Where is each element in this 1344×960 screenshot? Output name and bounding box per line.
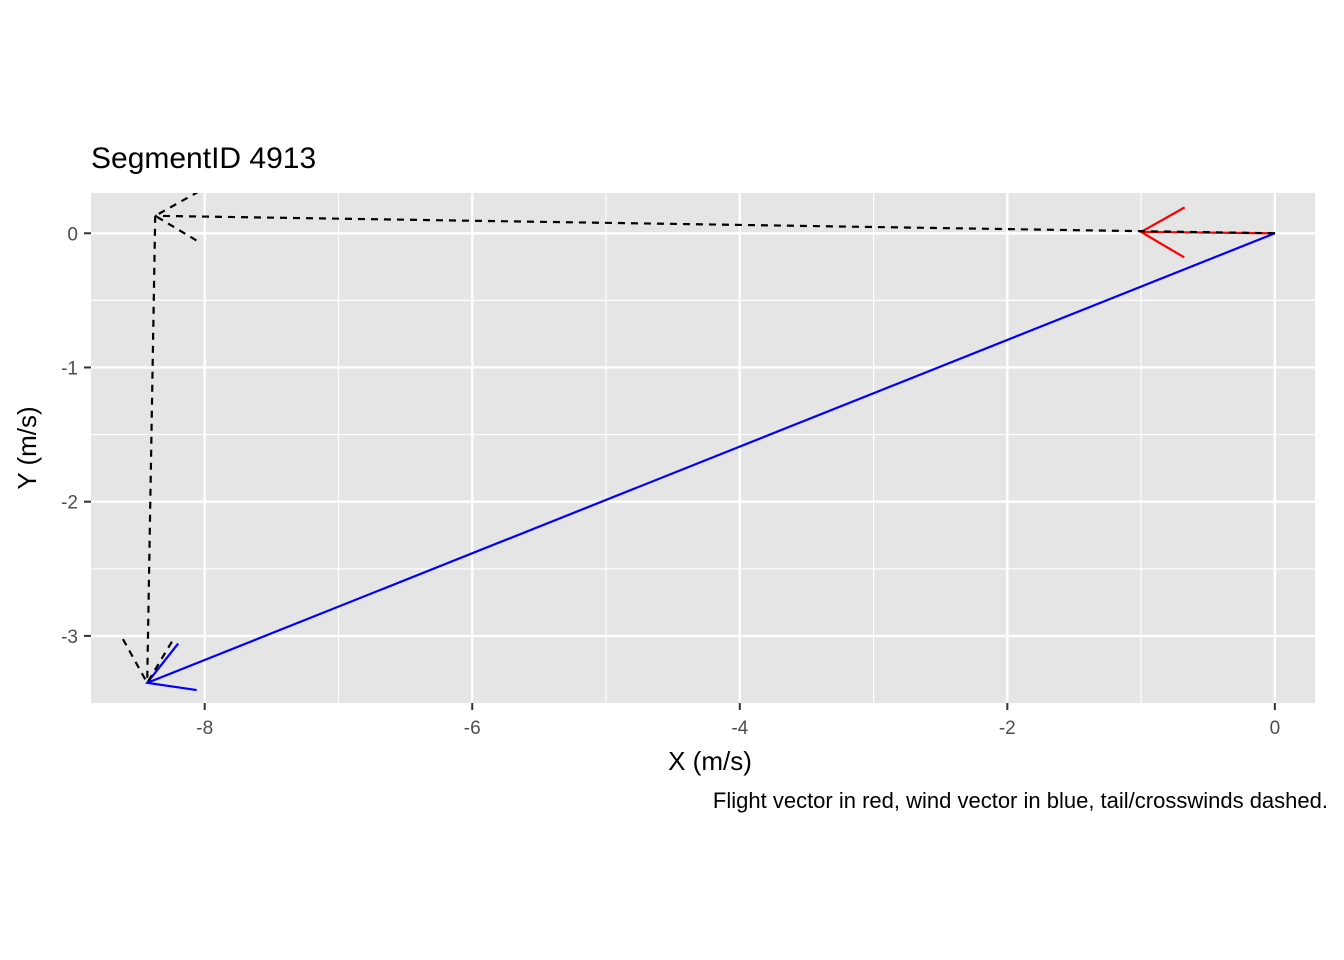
plot-panel bbox=[91, 193, 1315, 703]
y-tick-label: -1 bbox=[61, 358, 78, 379]
tailwind-vector bbox=[155, 214, 1275, 235]
grid-minor bbox=[91, 193, 1315, 703]
wind-vector bbox=[146, 232, 1276, 684]
vectors bbox=[121, 193, 1276, 692]
y-tick-label: 0 bbox=[67, 224, 78, 245]
y-axis: 0 -1 -2 -3 bbox=[61, 224, 91, 648]
crosswind-arrowhead bbox=[121, 638, 174, 686]
x-axis-title: X (m/s) bbox=[668, 746, 752, 776]
x-tick-label: 0 bbox=[1270, 718, 1281, 739]
x-axis: -8 -6 -4 -2 0 bbox=[196, 703, 1280, 739]
x-tick-label: -8 bbox=[196, 718, 213, 739]
wind-arrowhead bbox=[145, 642, 197, 692]
y-tick-label: -2 bbox=[61, 493, 78, 514]
x-tick-label: -6 bbox=[464, 718, 481, 739]
chart-caption: Flight vector in red, wind vector in blu… bbox=[713, 788, 1328, 813]
y-axis-title: Y (m/s) bbox=[12, 406, 42, 489]
grid-major bbox=[91, 193, 1315, 703]
chart-title: SegmentID 4913 bbox=[91, 142, 316, 175]
x-tick-label: -2 bbox=[999, 718, 1016, 739]
y-tick-label: -3 bbox=[61, 627, 78, 648]
x-tick-label: -4 bbox=[731, 718, 748, 739]
tailwind-arrowhead bbox=[153, 193, 199, 243]
